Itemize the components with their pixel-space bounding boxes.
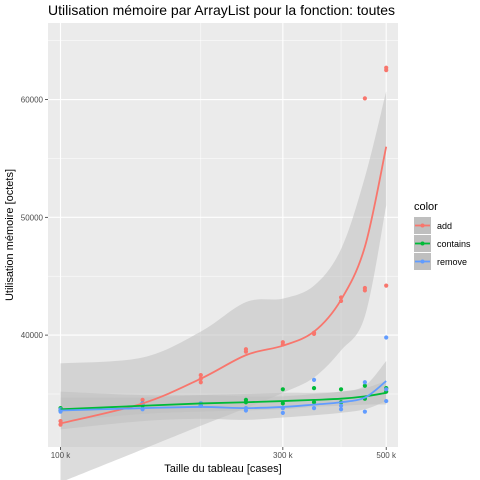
point-add	[362, 96, 367, 101]
fit-lines	[60, 146, 388, 425]
legend: color add contains remove	[414, 201, 471, 270]
x-axis-ticks: 100 k 300 k 500 k	[51, 447, 397, 460]
point-remove	[362, 380, 367, 385]
point-add	[362, 285, 367, 291]
point-add	[198, 380, 203, 385]
point-contains	[311, 386, 317, 391]
fit-line-contains	[60, 391, 387, 411]
point-remove	[311, 377, 317, 382]
point-add	[384, 65, 389, 70]
fit-line-add	[60, 146, 388, 425]
point-remove	[280, 410, 285, 415]
point-contains	[362, 383, 367, 388]
legend-key-point-contains	[420, 241, 425, 246]
point-contains	[280, 387, 285, 392]
y-axis-title: Utilisation mémoire [octets]	[4, 169, 16, 301]
point-contains	[280, 401, 285, 406]
fit-line-remove	[60, 380, 387, 412]
point-remove	[338, 407, 344, 412]
legend-key-point-remove	[420, 259, 425, 264]
point-remove	[338, 403, 344, 408]
legend-label-remove: remove	[437, 257, 467, 267]
point-remove	[362, 409, 367, 414]
point-add	[140, 397, 145, 402]
y-tick-label: 50000	[21, 213, 44, 222]
legend-label-contains: contains	[437, 239, 471, 249]
x-axis-title: Taille du tableau [cases]	[164, 463, 281, 475]
confidence-band-add	[60, 91, 387, 480]
point-contains	[311, 400, 317, 405]
legend-title: color	[414, 201, 438, 213]
point-add	[280, 340, 285, 345]
x-tick-label: 300 k	[273, 451, 294, 460]
point-remove	[384, 387, 389, 392]
legend-label-add: add	[437, 221, 452, 231]
confidence-band-remove	[60, 361, 387, 430]
point-contains	[338, 387, 344, 392]
point-contains	[243, 397, 249, 402]
legend-key-point-add	[420, 223, 425, 228]
y-tick-label: 40000	[21, 331, 44, 340]
x-tick-label: 100 k	[51, 451, 72, 460]
point-add	[243, 347, 249, 352]
point-add	[384, 283, 389, 288]
point-remove	[384, 335, 389, 340]
point-remove	[384, 398, 389, 404]
y-axis-ticks: 40000 50000 60000	[21, 96, 48, 340]
y-tick-label: 60000	[21, 96, 44, 105]
x-tick-label: 500 k	[376, 451, 397, 460]
point-add	[198, 373, 203, 378]
point-add	[58, 418, 63, 424]
chart-title: Utilisation mémoire par ArrayList pour l…	[48, 2, 395, 18]
point-remove	[311, 406, 317, 411]
